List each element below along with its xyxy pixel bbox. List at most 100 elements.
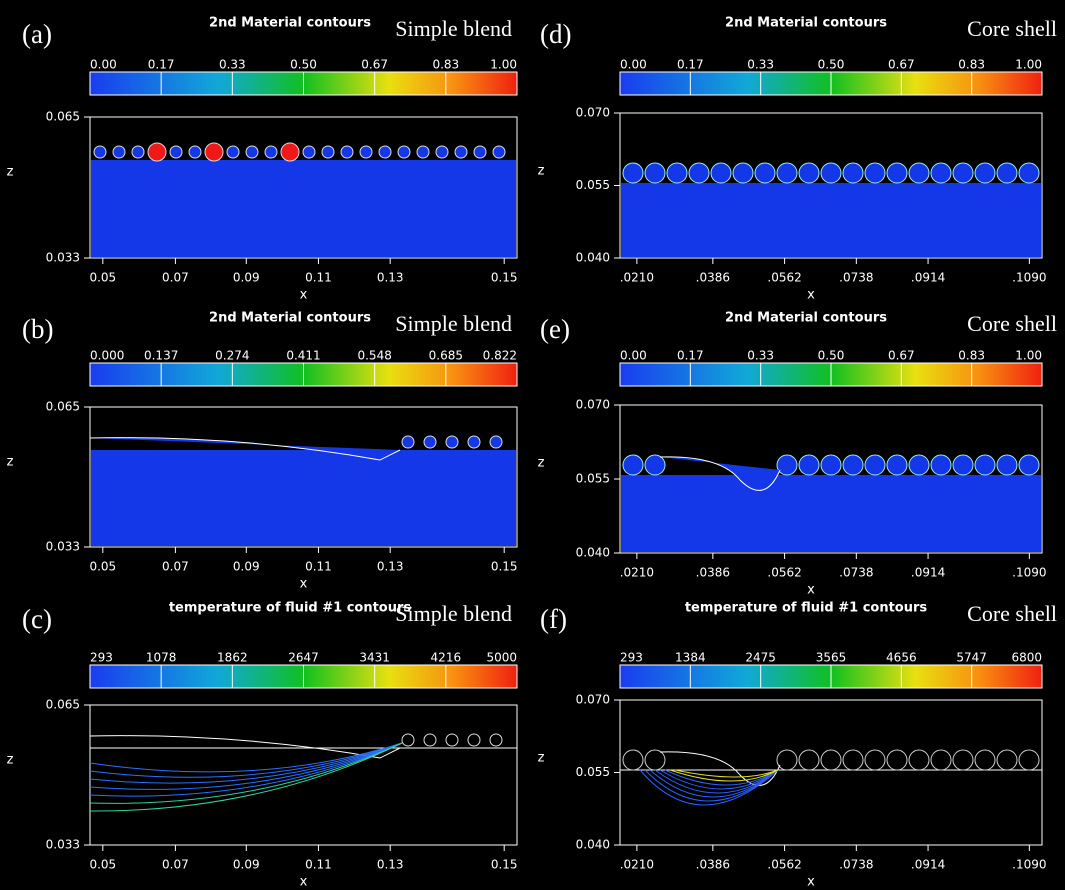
particle	[864, 454, 886, 476]
colorbar-tick-label: 0.33	[747, 58, 774, 72]
x-tick-label: 0.09	[233, 271, 260, 285]
particle	[842, 454, 864, 476]
x-tick-label: .0386	[696, 271, 730, 285]
x-tick-label: .0914	[911, 858, 945, 872]
colorbar-tick-label: 0.137	[144, 349, 178, 363]
colorbar-tick-label: 0.67	[361, 58, 388, 72]
y-tick-label: 0.055	[576, 765, 610, 779]
colorbar-tick-label: 5747	[956, 651, 987, 665]
isotherm	[669, 769, 779, 782]
z-axis-label: z	[538, 164, 545, 179]
particle	[996, 749, 1018, 771]
particle	[886, 162, 908, 184]
colorbar-tick-label: 1384	[675, 651, 706, 665]
isotherm	[659, 769, 779, 790]
panel: (d) 2nd Material contours Core shell 0.00 0.…	[538, 16, 1057, 303]
y-tick-label: 0.065	[46, 110, 80, 124]
x-tick-label: .0210	[620, 271, 654, 285]
particle	[644, 162, 666, 184]
x-axis-label: x	[807, 875, 815, 890]
panel-title: 2nd Material contours	[725, 311, 887, 326]
method-name: Simple blend	[395, 601, 512, 626]
particle	[423, 733, 437, 747]
particle	[754, 162, 776, 184]
panel-title: 2nd Material contours	[725, 16, 887, 31]
x-tick-label: .0738	[839, 858, 873, 872]
plot-area	[619, 699, 1043, 846]
panel: (e) 2nd Material contours Core shell 0.00 0.…	[538, 311, 1057, 598]
colorbar-tick-label: 0.685	[429, 349, 463, 363]
particle	[1018, 454, 1040, 476]
y-tick-label: 0.040	[576, 546, 610, 560]
particle	[131, 145, 145, 159]
colorbar-tick-label: 1862	[217, 651, 248, 665]
colorbar-tick-label: 0.17	[148, 58, 175, 72]
colorbar-tick-label: 0.17	[677, 349, 704, 363]
x-tick-label: 0.07	[162, 560, 189, 574]
colorbar-tick-label: 0.00	[620, 349, 647, 363]
isotherm	[674, 769, 779, 778]
panel-label: (b)	[22, 314, 53, 344]
colorbar-tick-label: 4656	[886, 651, 917, 665]
x-tick-label: 0.05	[89, 858, 116, 872]
particle	[340, 145, 354, 159]
particle	[820, 749, 842, 771]
particle	[732, 162, 754, 184]
x-tick-label: 0.15	[491, 858, 518, 872]
y-tick-label: 0.055	[576, 178, 610, 192]
particle	[245, 145, 259, 159]
particle	[445, 733, 459, 747]
x-tick-label: .0562	[767, 566, 801, 580]
method-name: Simple blend	[395, 311, 512, 336]
particle	[622, 454, 644, 476]
isotherm	[89, 742, 403, 790]
substrate	[91, 450, 516, 546]
colorbar-tick-label: 0.83	[958, 58, 985, 72]
x-tick-label: .0386	[696, 566, 730, 580]
particle	[776, 162, 798, 184]
particle	[996, 162, 1018, 184]
x-axis-label: x	[807, 288, 815, 303]
particle	[378, 145, 392, 159]
colorbar-tick-label: 0.33	[747, 349, 774, 363]
x-tick-label: .0386	[696, 858, 730, 872]
method-name: Core shell	[967, 16, 1057, 41]
y-tick-label: 0.055	[576, 472, 610, 486]
y-tick-label: 0.033	[46, 251, 80, 265]
particle	[622, 162, 644, 184]
y-tick-label: 0.040	[576, 251, 610, 265]
z-axis-label: z	[7, 753, 14, 768]
isotherm	[649, 769, 779, 798]
particle	[864, 749, 886, 771]
particle	[842, 749, 864, 771]
particle	[445, 435, 459, 449]
particle	[820, 454, 842, 476]
isotherm	[664, 769, 779, 786]
particle	[401, 733, 415, 747]
colorbar-tick-label: 0.000	[90, 349, 124, 363]
particle	[688, 162, 710, 184]
particle	[264, 145, 278, 159]
x-tick-label: .0914	[911, 566, 945, 580]
colorbar-tick-label: 0.274	[215, 349, 249, 363]
particle	[147, 142, 167, 162]
panel: (c) temperature of fluid #1 contoursSimpl…	[7, 601, 518, 890]
colorbar-tick-label: 4216	[431, 651, 462, 665]
y-tick-label: 0.070	[576, 398, 610, 412]
isotherm	[654, 769, 779, 794]
method-name: Core shell	[967, 601, 1057, 626]
x-axis-label: x	[300, 875, 308, 890]
panel-title: temperature of fluid #1 contours	[169, 601, 412, 616]
colorbar-tick-label: 0.83	[432, 58, 459, 72]
particle	[644, 454, 666, 476]
particle	[454, 145, 468, 159]
colorbar-tick-label: 0.67	[888, 349, 915, 363]
panel: (f) temperature of fluid #1 contours Core …	[538, 601, 1057, 890]
particle	[467, 435, 481, 449]
colorbar-tick-label: 0.548	[357, 349, 391, 363]
x-tick-label: .0914	[911, 271, 945, 285]
particle	[666, 162, 688, 184]
particle	[974, 162, 996, 184]
particle	[489, 435, 503, 449]
x-tick-label: 0.09	[233, 560, 260, 574]
